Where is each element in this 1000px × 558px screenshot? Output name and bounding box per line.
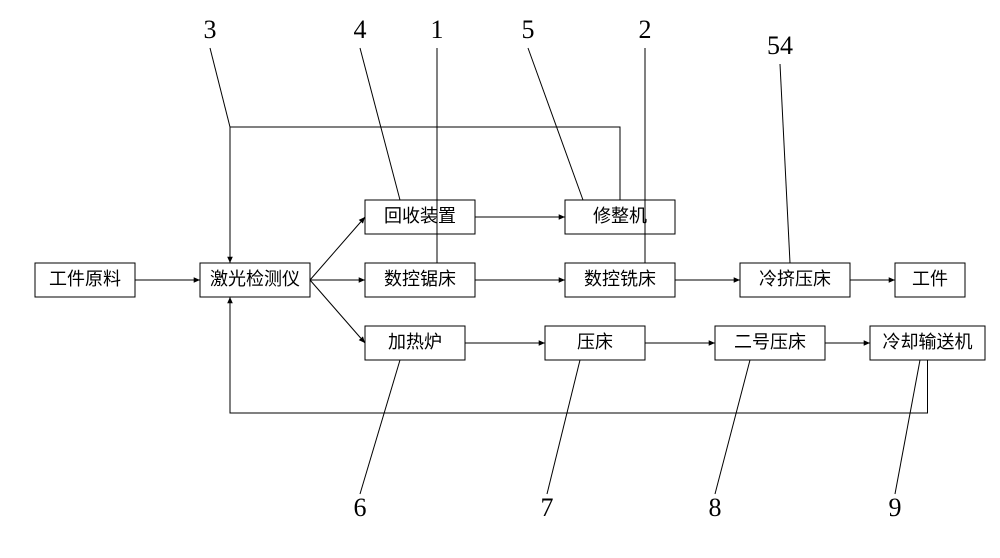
callout-c8: 8: [709, 360, 751, 522]
callout-c54-num: 54: [767, 31, 793, 60]
node-trimmer-label: 修整机: [593, 206, 647, 226]
callout-c8-num: 8: [709, 493, 722, 522]
callout-leader: [547, 360, 580, 494]
node-trimmer: 修整机: [565, 200, 675, 234]
callout-c9: 9: [889, 360, 921, 522]
callout-c9-num: 9: [889, 493, 902, 522]
callout-leader: [715, 360, 750, 494]
node-laser-label: 激光检测仪: [210, 269, 300, 289]
callout-c7: 7: [541, 360, 581, 522]
node-raw: 工件原料: [35, 263, 135, 297]
edge-diag: [310, 280, 365, 343]
node-cool: 冷却输送机: [870, 326, 985, 360]
callout-c7-num: 7: [541, 493, 554, 522]
callout-leader: [895, 360, 920, 494]
callout-c4-num: 4: [354, 15, 367, 44]
callout-leader: [780, 64, 790, 263]
callout-c6-num: 6: [354, 493, 367, 522]
feedback-top: [230, 127, 620, 263]
node-raw-label: 工件原料: [49, 269, 121, 289]
callout-c4: 4: [354, 15, 401, 200]
node-saw: 数控锯床: [365, 263, 475, 297]
node-mill-label: 数控铣床: [584, 269, 656, 289]
node-furnace: 加热炉: [365, 326, 465, 360]
node-cool-label: 冷却输送机: [883, 332, 973, 352]
callout-leader: [360, 360, 400, 494]
node-furnace-label: 加热炉: [388, 332, 442, 352]
callout-leader: [360, 48, 400, 200]
node-saw-label: 数控锯床: [384, 269, 456, 289]
node-press: 压床: [545, 326, 645, 360]
node-laser: 激光检测仪: [200, 263, 310, 297]
callout-c5: 5: [522, 15, 584, 200]
callout-c5-num: 5: [522, 15, 535, 44]
callout-c3: 3: [204, 15, 231, 127]
node-recover-label: 回收装置: [384, 206, 456, 226]
callout-leader: [528, 48, 583, 200]
callout-leader: [210, 48, 230, 127]
callout-c1-num: 1: [431, 15, 444, 44]
callout-c3-num: 3: [204, 15, 217, 44]
callout-c6: 6: [354, 360, 401, 522]
node-recover: 回收装置: [365, 200, 475, 234]
callout-c54: 54: [767, 31, 793, 263]
callout-c2-num: 2: [639, 15, 652, 44]
node-press2-label: 二号压床: [734, 332, 806, 352]
node-coldext: 冷挤压床: [740, 263, 850, 297]
node-mill: 数控铣床: [565, 263, 675, 297]
node-coldext-label: 冷挤压床: [759, 269, 831, 289]
node-wp: 工件: [895, 263, 965, 297]
node-press-label: 压床: [577, 332, 613, 352]
edge-diag: [310, 217, 365, 280]
node-press2: 二号压床: [715, 326, 825, 360]
node-wp-label: 工件: [912, 269, 948, 289]
